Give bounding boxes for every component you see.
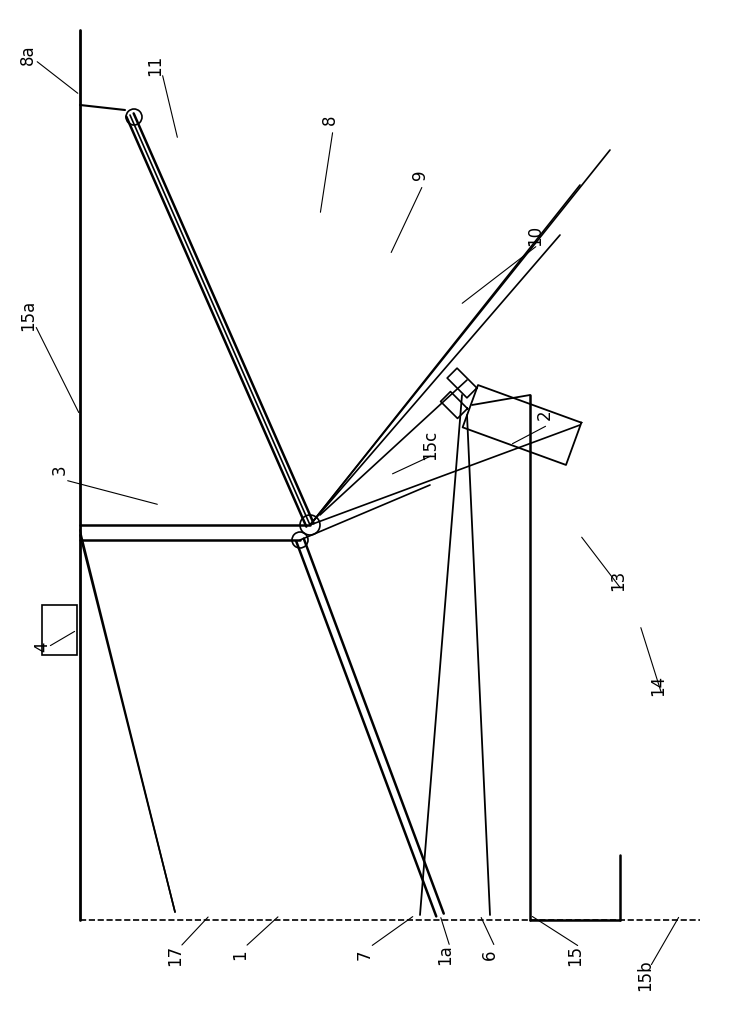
Text: 4: 4 (33, 641, 51, 653)
Text: 15c: 15c (421, 430, 439, 460)
Text: 7: 7 (356, 950, 374, 960)
Text: 8a: 8a (19, 45, 37, 65)
Text: 9: 9 (411, 170, 429, 181)
Text: 10: 10 (526, 224, 544, 246)
Text: 11: 11 (146, 55, 164, 76)
Text: 1a: 1a (436, 945, 454, 965)
Text: 3: 3 (51, 465, 69, 475)
Text: 13: 13 (609, 569, 627, 591)
Text: 14: 14 (649, 674, 667, 695)
Text: 15: 15 (566, 944, 584, 965)
Text: 15a: 15a (19, 299, 37, 331)
Text: 17: 17 (166, 944, 184, 965)
Text: 6: 6 (481, 950, 499, 960)
Text: 1: 1 (231, 950, 249, 960)
Text: 8: 8 (321, 115, 339, 125)
Text: 2: 2 (536, 410, 554, 420)
Bar (42, 605, 77, 655)
Text: 15b: 15b (636, 959, 654, 991)
